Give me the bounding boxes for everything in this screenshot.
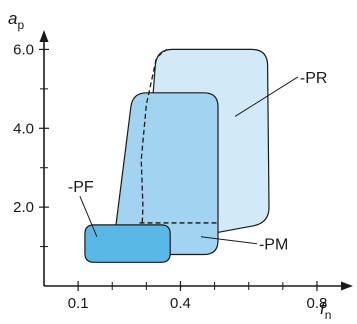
leader-pm bbox=[200, 236, 258, 245]
plot-regions: -PR -PM -PF bbox=[68, 48, 328, 263]
leader-pr bbox=[234, 76, 299, 117]
pr-hidden-edge bbox=[140, 48, 168, 247]
label-pm: -PM bbox=[259, 237, 288, 254]
y-tick-label: 6.0 bbox=[13, 41, 34, 58]
y-axis-arrow bbox=[39, 30, 49, 42]
label-pf: -PF bbox=[68, 179, 94, 196]
label-pr: -PR bbox=[300, 70, 328, 87]
leader-lines bbox=[79, 76, 299, 245]
y-tick-label: 2.0 bbox=[13, 199, 34, 216]
x-tick-label: 0.8 bbox=[307, 295, 328, 312]
x-tick-label: 0.1 bbox=[68, 295, 89, 312]
y-axis-label: ap bbox=[8, 9, 24, 32]
y-tick-label: 4.0 bbox=[13, 120, 34, 137]
x-axis-label: fn bbox=[320, 299, 331, 322]
axes bbox=[39, 30, 353, 291]
region-pf bbox=[84, 224, 171, 263]
x-axis-arrow bbox=[341, 281, 353, 291]
leader-pf bbox=[79, 195, 98, 237]
x-tick-label: 0.4 bbox=[170, 295, 191, 312]
ticks: 2.0 4.0 6.0 0.1 0.4 0.8 bbox=[13, 41, 327, 312]
